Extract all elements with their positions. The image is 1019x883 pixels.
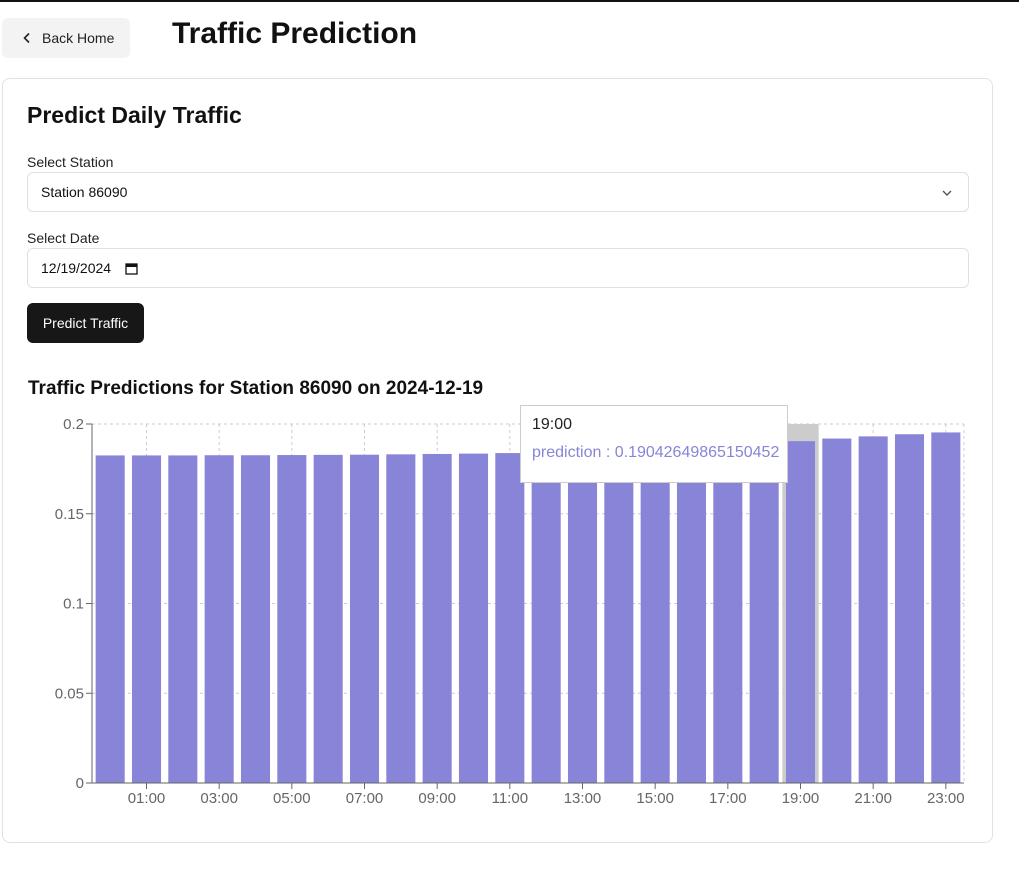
x-tick-label: 17:00 <box>709 790 747 807</box>
station-select-value: Station 86090 <box>41 184 128 200</box>
predict-traffic-button[interactable]: Predict Traffic <box>27 303 144 343</box>
back-home-button[interactable]: Back Home <box>2 18 130 58</box>
bar-0400 <box>240 455 271 783</box>
bar-0800 <box>386 454 416 783</box>
bar-1600 <box>676 448 707 783</box>
bar-1900 <box>785 441 816 783</box>
x-tick-label: 05:00 <box>273 790 311 807</box>
x-tick-label: 01:00 <box>128 790 166 807</box>
x-tick-label: 23:00 <box>927 790 965 807</box>
chevron-left-icon <box>23 32 30 44</box>
chevron-down-icon <box>942 190 952 196</box>
y-tick-label: 0.2 <box>63 416 84 433</box>
calendar-icon[interactable] <box>125 262 138 275</box>
x-tick-label: 19:00 <box>782 790 820 807</box>
x-tick-label: 07:00 <box>346 790 384 807</box>
station-label: Select Station <box>27 154 114 170</box>
bar-0200 <box>168 455 198 783</box>
bar-2300 <box>931 432 961 783</box>
y-tick-label: 0.05 <box>55 685 84 702</box>
bar-1000 <box>458 453 489 783</box>
tooltip-value: prediction : 0.19042649865150452 <box>532 444 780 461</box>
bar-2200 <box>894 434 925 783</box>
bar-1800 <box>749 445 779 783</box>
x-tick-label: 09:00 <box>418 790 456 807</box>
bar-1700 <box>713 447 743 783</box>
card-title: Predict Daily Traffic <box>27 102 242 128</box>
x-tick-label: 15:00 <box>636 790 674 807</box>
back-home-label: Back Home <box>42 30 115 46</box>
bar-2100 <box>858 436 888 783</box>
date-input[interactable]: 12/19/2024 <box>27 248 969 288</box>
bar-0500 <box>277 455 307 783</box>
date-input-value: 12/19/2024 <box>41 260 112 276</box>
page-title: Traffic Prediction <box>172 17 418 50</box>
date-label: Select Date <box>27 230 100 246</box>
bar-1300 <box>567 451 598 783</box>
station-select[interactable]: Station 86090 <box>27 172 969 212</box>
bar-1100 <box>495 453 525 783</box>
tooltip-label: 19:00 <box>532 416 573 433</box>
tooltip-series-value: 0.19042649865150452 <box>614 444 780 461</box>
bar-0700 <box>349 454 380 783</box>
bar-0100 <box>131 455 162 783</box>
bar-2000 <box>822 438 852 783</box>
top-border <box>0 0 1019 2</box>
bar-1400 <box>604 450 634 783</box>
chart-tooltip: 19:00 prediction : 0.19042649865150452 <box>520 405 788 483</box>
chart-title: Traffic Predictions for Station 86090 on… <box>28 378 484 399</box>
bar-0300 <box>204 455 234 783</box>
tooltip-series-name: prediction <box>532 444 602 461</box>
bar-0000 <box>95 455 125 783</box>
x-tick-label: 21:00 <box>854 790 892 807</box>
x-tick-label: 03:00 <box>200 790 238 807</box>
y-tick-label: 0 <box>76 775 84 792</box>
bar-1200 <box>531 452 561 783</box>
bar-0600 <box>313 454 343 783</box>
y-tick-label: 0.15 <box>55 506 84 523</box>
x-tick-label: 13:00 <box>564 790 602 807</box>
x-tick-label: 11:00 <box>492 790 528 807</box>
y-tick-label: 0.1 <box>63 596 84 613</box>
bar-0900 <box>422 453 452 783</box>
bar-1500 <box>640 449 670 783</box>
